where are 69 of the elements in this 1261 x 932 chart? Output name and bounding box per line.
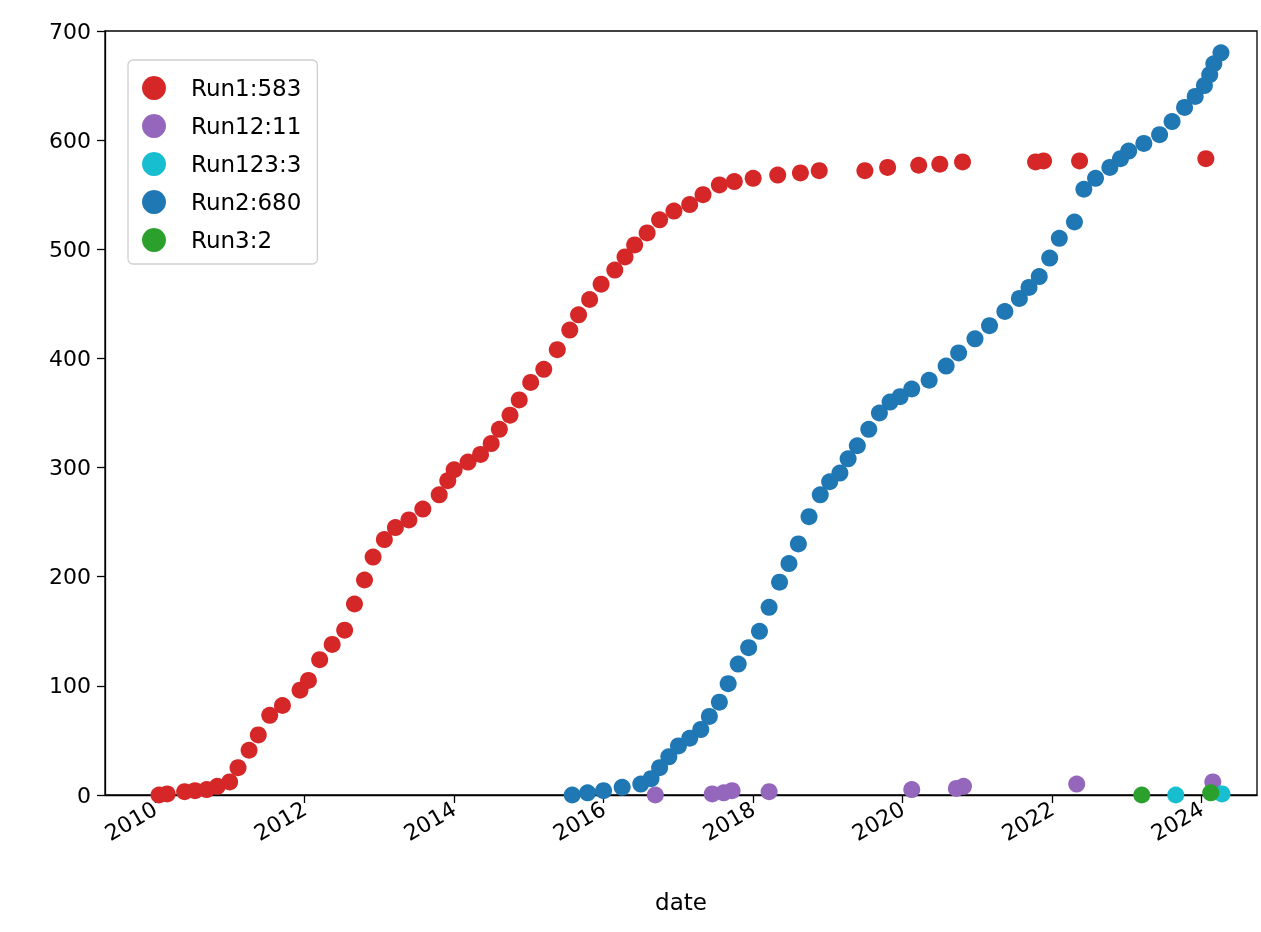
point xyxy=(1120,142,1138,160)
point xyxy=(1151,126,1169,144)
point xyxy=(831,464,849,482)
point xyxy=(1176,98,1194,116)
y-tick-label: 100 xyxy=(49,673,91,699)
point xyxy=(760,598,778,616)
legend-label: Run1:583 xyxy=(191,75,302,101)
point xyxy=(870,404,888,422)
y-tick-label: 400 xyxy=(49,345,91,371)
point xyxy=(950,344,968,362)
point xyxy=(681,729,699,747)
point xyxy=(1050,229,1068,247)
point xyxy=(1133,786,1151,804)
point xyxy=(1010,289,1028,307)
point xyxy=(595,782,613,800)
y-tick-label: 700 xyxy=(49,18,91,44)
y-tick-label: 300 xyxy=(49,455,91,481)
point xyxy=(771,573,789,591)
point xyxy=(660,748,678,766)
point xyxy=(692,721,710,739)
point xyxy=(800,508,818,526)
point xyxy=(579,784,597,802)
point xyxy=(981,317,999,335)
point xyxy=(903,781,921,799)
point xyxy=(751,622,768,640)
point xyxy=(1163,113,1181,131)
point xyxy=(1135,134,1153,152)
y-tick-label: 0 xyxy=(77,782,91,808)
point xyxy=(860,420,878,438)
point xyxy=(1087,169,1105,187)
point xyxy=(1186,87,1204,105)
legend-label: Run2:680 xyxy=(191,189,302,215)
legend-label: Run12:11 xyxy=(191,113,302,139)
point xyxy=(760,783,778,801)
point xyxy=(1041,249,1059,267)
point xyxy=(789,535,807,553)
point xyxy=(1101,158,1119,176)
point xyxy=(811,486,829,504)
point xyxy=(966,330,984,348)
point xyxy=(1065,213,1083,231)
point xyxy=(740,639,758,657)
point xyxy=(700,707,718,725)
point xyxy=(903,380,921,398)
point xyxy=(613,778,631,796)
legend-label: Run123:3 xyxy=(191,151,302,177)
y-tick-label: 500 xyxy=(49,236,91,262)
point xyxy=(839,450,857,468)
legend-label: Run3:2 xyxy=(191,227,273,253)
point xyxy=(651,759,669,777)
point xyxy=(1202,784,1220,802)
point xyxy=(719,675,737,693)
y-tick-label: 200 xyxy=(49,564,91,590)
point xyxy=(1075,180,1093,198)
point xyxy=(955,777,973,795)
y-tick-label: 600 xyxy=(49,127,91,153)
point xyxy=(646,786,664,804)
point xyxy=(710,693,728,711)
point xyxy=(1068,775,1086,793)
point xyxy=(937,357,955,375)
x-axis-title: date xyxy=(655,888,707,915)
point xyxy=(729,655,747,673)
point xyxy=(1030,268,1048,286)
point xyxy=(1212,44,1230,62)
point xyxy=(780,555,798,573)
point xyxy=(848,437,866,455)
point xyxy=(920,371,938,389)
point xyxy=(996,303,1014,320)
point xyxy=(1020,278,1038,296)
point xyxy=(642,770,660,788)
